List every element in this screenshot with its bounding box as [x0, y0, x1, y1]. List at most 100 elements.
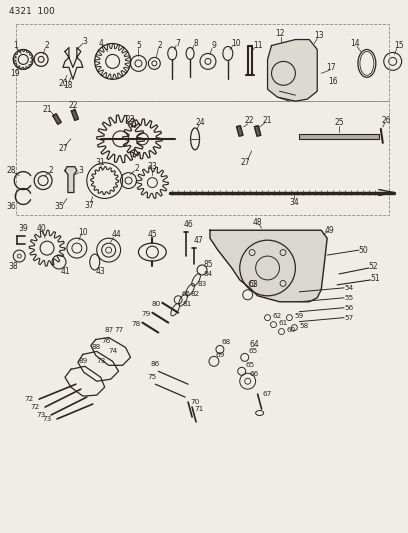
Text: 57: 57	[344, 314, 354, 321]
Text: 43: 43	[96, 268, 106, 277]
Text: 7: 7	[176, 39, 181, 48]
Polygon shape	[268, 39, 317, 101]
Text: 2: 2	[158, 41, 163, 50]
Text: 71: 71	[194, 406, 204, 412]
Text: 31: 31	[96, 158, 106, 167]
Text: 61: 61	[279, 320, 288, 326]
Text: 4: 4	[98, 39, 103, 48]
Text: 73: 73	[96, 358, 105, 365]
Text: 21: 21	[42, 104, 52, 114]
Text: 35: 35	[54, 202, 64, 211]
Text: 50: 50	[358, 246, 368, 255]
Text: 14: 14	[350, 39, 360, 48]
Text: 67: 67	[263, 391, 272, 397]
Text: 27: 27	[58, 144, 68, 154]
Text: 89: 89	[78, 358, 87, 365]
Text: 25: 25	[334, 118, 344, 127]
Text: 80: 80	[152, 301, 161, 307]
Text: 87: 87	[104, 327, 113, 333]
Text: 3: 3	[82, 37, 87, 46]
Text: 69: 69	[215, 352, 224, 358]
Text: 28: 28	[7, 166, 16, 175]
Text: 26: 26	[382, 117, 392, 125]
Polygon shape	[210, 230, 327, 302]
Text: 27: 27	[241, 158, 251, 167]
Text: 54: 54	[344, 285, 354, 291]
Text: 84: 84	[203, 271, 213, 277]
Polygon shape	[255, 126, 261, 136]
Text: 36: 36	[7, 202, 16, 211]
Text: 51: 51	[370, 274, 379, 284]
Text: 44: 44	[112, 230, 122, 239]
Text: 5: 5	[136, 41, 141, 50]
Text: 2: 2	[49, 166, 53, 175]
Text: 46: 46	[183, 220, 193, 229]
Text: 65: 65	[182, 291, 191, 297]
Text: 48: 48	[253, 218, 262, 227]
Text: 79: 79	[142, 311, 151, 317]
Text: 49: 49	[324, 226, 334, 235]
Text: 73: 73	[36, 412, 46, 418]
Text: 66: 66	[249, 372, 258, 377]
Text: 22: 22	[245, 117, 255, 125]
Text: 3: 3	[78, 166, 83, 175]
Text: 76: 76	[101, 338, 110, 344]
Text: 74: 74	[108, 349, 117, 354]
Text: 15: 15	[394, 41, 404, 50]
Text: 19: 19	[11, 69, 20, 78]
Text: 20: 20	[58, 79, 68, 88]
Text: 55: 55	[344, 295, 354, 301]
Text: 63: 63	[249, 280, 259, 289]
Text: 13: 13	[315, 31, 324, 40]
Text: 12: 12	[275, 29, 284, 38]
Text: 2: 2	[134, 164, 139, 173]
Text: 65: 65	[248, 349, 257, 354]
Text: 34: 34	[290, 198, 299, 207]
Text: 70: 70	[191, 399, 200, 405]
Text: 59: 59	[295, 313, 304, 319]
Text: 41: 41	[60, 268, 70, 277]
Text: 37: 37	[84, 201, 94, 210]
Text: 21: 21	[263, 117, 272, 125]
Text: 68: 68	[221, 340, 231, 345]
Text: 2: 2	[45, 41, 49, 50]
Text: 82: 82	[191, 291, 200, 297]
Text: 22: 22	[68, 101, 78, 110]
Text: 72: 72	[31, 404, 40, 410]
Polygon shape	[71, 110, 78, 120]
Text: 47: 47	[193, 236, 203, 245]
Text: 83: 83	[197, 281, 206, 287]
Polygon shape	[299, 134, 379, 139]
Text: 40: 40	[36, 224, 46, 233]
Text: 52: 52	[368, 262, 378, 271]
Text: 64: 64	[250, 340, 259, 349]
Polygon shape	[53, 114, 61, 124]
Text: 45: 45	[147, 230, 157, 239]
Text: 33: 33	[147, 162, 157, 171]
Text: 39: 39	[18, 224, 28, 233]
Text: 4321  100: 4321 100	[9, 7, 55, 16]
Text: 24: 24	[195, 118, 205, 127]
Polygon shape	[65, 167, 77, 192]
Text: 17: 17	[326, 63, 336, 72]
Text: 11: 11	[253, 41, 262, 50]
Text: 56: 56	[344, 305, 354, 311]
Text: 1: 1	[13, 41, 18, 50]
Text: 88: 88	[91, 344, 100, 350]
Text: 23: 23	[126, 115, 135, 124]
Text: 60: 60	[287, 327, 296, 333]
Text: 77: 77	[114, 327, 123, 333]
Text: 16: 16	[328, 77, 338, 86]
Text: 18: 18	[63, 80, 73, 90]
Text: 10: 10	[78, 228, 88, 237]
Text: 72: 72	[24, 396, 34, 402]
Text: 8: 8	[194, 39, 198, 48]
Text: 75: 75	[148, 374, 157, 380]
Text: 86: 86	[151, 361, 160, 367]
Text: 58: 58	[300, 322, 309, 329]
Text: 65: 65	[245, 362, 254, 368]
Text: 9: 9	[211, 41, 216, 50]
Polygon shape	[237, 126, 243, 136]
Text: 10: 10	[231, 39, 241, 48]
Text: 78: 78	[132, 321, 141, 327]
